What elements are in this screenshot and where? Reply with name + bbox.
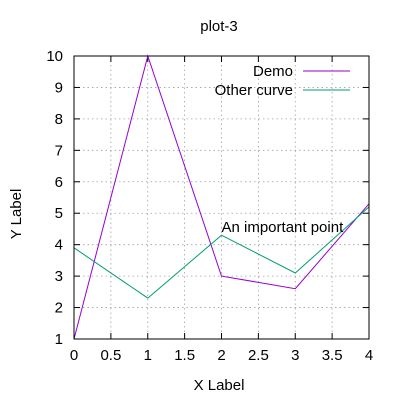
y-tick-labels: 1 2 3 4 5 6 7 8 9 10 <box>46 48 63 348</box>
y-tick-label: 7 <box>55 142 63 159</box>
x-tick-label: 0.5 <box>100 347 121 364</box>
x-tick-label: 1.5 <box>174 347 195 364</box>
legend-label: Other curve <box>215 82 293 99</box>
annotation-label: An important point <box>222 219 345 236</box>
y-tick-label: 8 <box>55 111 63 128</box>
x-tick-label: 3 <box>291 347 299 364</box>
series-line-2 <box>73 206 370 299</box>
series-line-1 <box>73 54 370 340</box>
x-tick-labels: 0 0.5 1 1.5 2 2.5 3 3.5 4 <box>70 347 373 364</box>
y-tick-label: 2 <box>55 300 63 317</box>
y-tick-label: 3 <box>55 268 63 285</box>
x-tick-label: 2 <box>217 347 225 364</box>
plot-frame <box>73 55 370 340</box>
x-tick-label: 3.5 <box>322 347 343 364</box>
y-tick-label: 4 <box>55 237 63 254</box>
legend: Demo Other curve <box>215 63 350 99</box>
annotations: An important point <box>222 219 345 236</box>
x-tick-label: 4 <box>365 347 373 364</box>
legend-label: Demo <box>253 63 293 80</box>
chart-title: plot-3 <box>200 18 238 35</box>
y-tick-label: 5 <box>55 205 63 222</box>
x-tick-label: 2.5 <box>248 347 269 364</box>
y-tick-label: 9 <box>55 79 63 96</box>
series-lines <box>73 54 370 340</box>
x-tick-label: 0 <box>70 347 78 364</box>
y-tick-label: 6 <box>55 174 63 191</box>
y-tick-label: 10 <box>46 48 63 65</box>
x-tick-label: 1 <box>144 347 152 364</box>
y-tick-label: 1 <box>55 331 63 348</box>
y-axis-label: Y Label <box>8 189 25 240</box>
x-axis-label: X Label <box>194 377 245 394</box>
